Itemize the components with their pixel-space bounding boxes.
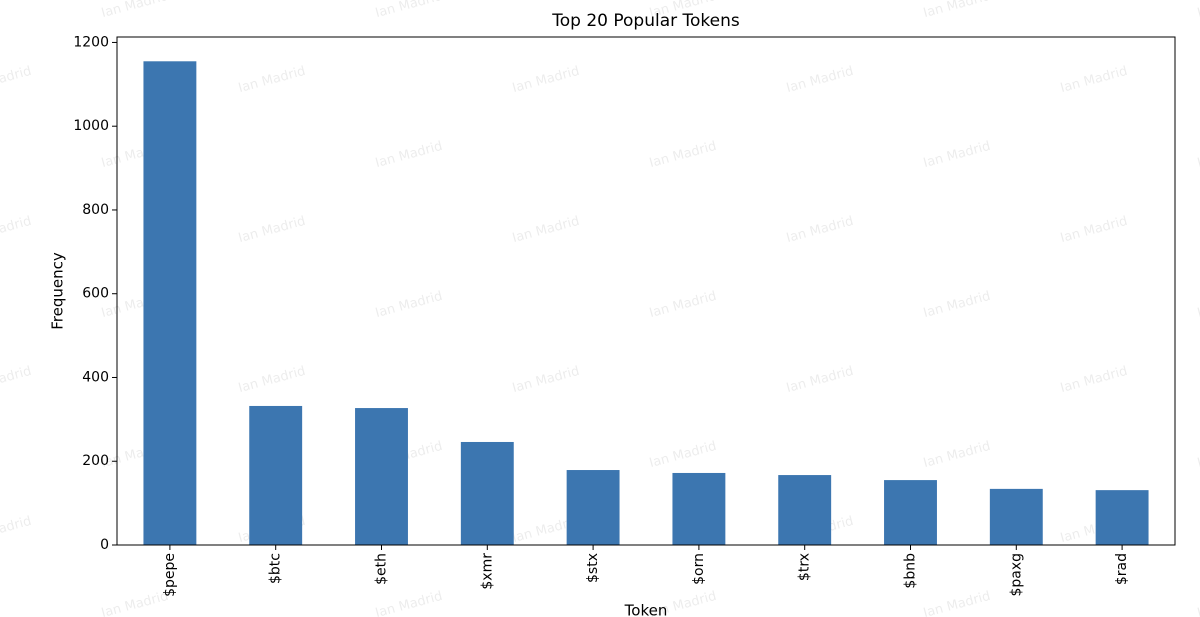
x-tick-label: $btc: [268, 553, 284, 584]
bar: [884, 480, 937, 545]
watermark: Ian Madrid: [785, 214, 855, 246]
watermark: Ian Madrid: [0, 514, 33, 546]
watermark: Ian Madrid: [922, 139, 992, 171]
y-tick-label: 400: [82, 369, 109, 385]
watermark: Ian Madrid: [237, 214, 307, 246]
watermark: Ian Madrid: [1196, 0, 1200, 21]
y-tick-label: 1200: [73, 34, 109, 50]
watermark: Ian Madrid: [374, 0, 444, 21]
watermark: Ian Madrid: [922, 439, 992, 471]
x-tick-label: $trx: [797, 553, 813, 581]
x-tick-label: $eth: [374, 553, 390, 585]
watermark: Ian Madrid: [0, 64, 33, 96]
watermark: Ian Madrid: [511, 64, 581, 96]
watermark: Ian Madrid: [785, 64, 855, 96]
bar: [1095, 490, 1149, 545]
watermark: Ian Madrid: [1059, 64, 1129, 96]
watermark: Ian Madrid: [922, 289, 992, 321]
watermark: Ian Madrid: [648, 139, 718, 171]
watermark: Ian Madrid: [100, 589, 170, 617]
chart-title: Top 20 Popular Tokens: [551, 11, 740, 31]
watermark: Ian Madrid: [511, 364, 581, 396]
y-tick-label: 600: [82, 286, 109, 302]
watermark: Ian Madrid: [100, 0, 170, 21]
bar: [143, 61, 197, 545]
bar: [355, 408, 408, 545]
watermark: Ian Madrid: [374, 139, 444, 171]
watermark: Ian Madrid: [237, 364, 307, 396]
x-axis-label: Token: [624, 602, 668, 617]
watermark: Ian Madrid: [1196, 139, 1200, 171]
watermark: Ian Madrid: [1196, 289, 1200, 321]
watermark: Ian Madrid: [785, 364, 855, 396]
watermark: Ian Madrid: [922, 0, 992, 21]
y-tick-label: 800: [82, 202, 109, 218]
x-tick-label: $stx: [585, 553, 601, 583]
watermark: Ian Madrid: [922, 589, 992, 617]
watermark: Ian Madrid: [374, 289, 444, 321]
watermark: Ian Madrid: [511, 214, 581, 246]
bar: [989, 488, 1043, 545]
x-tick-label: $orn: [691, 553, 707, 585]
watermark: Ian Madrid: [1196, 439, 1200, 471]
watermark: Ian Madrid: [374, 589, 444, 617]
y-tick-label: 1000: [73, 118, 109, 134]
bar: [566, 470, 620, 545]
bar: [460, 441, 514, 545]
plot-frame: [116, 36, 1176, 546]
x-tick-label: $bnb: [903, 553, 919, 589]
watermark: Ian Madrid: [1059, 214, 1129, 246]
x-tick-label: $xmr: [479, 553, 495, 590]
bar: [778, 475, 832, 545]
watermark: Ian Madrid: [648, 439, 718, 471]
y-tick-label: 200: [82, 453, 109, 469]
watermark: Ian Madrid: [0, 214, 33, 246]
y-tick-label: 0: [100, 537, 109, 553]
watermark: Ian Madrid: [1059, 364, 1129, 396]
watermark: Ian Madrid: [0, 364, 33, 396]
x-tick-label: $rad: [1114, 553, 1130, 585]
x-tick-label: $pepe: [162, 553, 178, 597]
bar: [672, 472, 726, 545]
y-axis-label: Frequency: [49, 252, 67, 330]
bar: [249, 405, 303, 545]
watermark: Ian Madrid: [648, 289, 718, 321]
watermark: Ian Madrid: [1196, 589, 1200, 617]
x-tick-label: $paxg: [1008, 553, 1024, 597]
watermark: Ian Madrid: [237, 64, 307, 96]
